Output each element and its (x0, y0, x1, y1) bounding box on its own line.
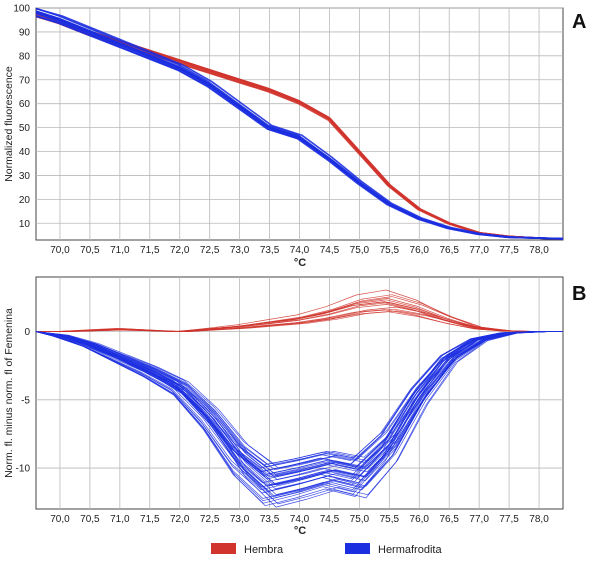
panel-b-x-tick-label: 75,0 (350, 514, 370, 525)
panel-b-x-tick-label: 74,0 (290, 514, 310, 525)
panel-b-hembra-curve (36, 302, 563, 332)
panel-a-y-tick-label: 100 (13, 4, 30, 15)
panel-a-y-tick-label: 80 (19, 51, 31, 62)
legend-label-hermafrodita: Hermafrodita (378, 544, 442, 556)
panel-b-x-tick-label: 74,5 (320, 514, 340, 525)
panel-b-x-tick-label: 73,5 (260, 514, 280, 525)
panel-b-y-tick-label: -10 (16, 464, 31, 475)
panel-b-x-tick-label: 76,5 (439, 514, 459, 525)
panel-a-x-tick-label: 75,5 (380, 245, 400, 256)
panel-a-x-tick-label: 73,0 (230, 245, 250, 256)
panel-b-x-tick-label: 71,5 (140, 514, 160, 525)
panel-a-x-ticks: 70,0 70,5 71,0 71,5 72,0 72,5 73,0 73,5 74,0 74,5… (50, 245, 549, 256)
panel-a-y-tick-label: 10 (19, 219, 31, 230)
panel-a-x-tick-label: 77,0 (469, 245, 489, 256)
panel-a-x-tick-label: 74,5 (320, 245, 340, 256)
panel-b-x-tick-label: 75,5 (380, 514, 400, 525)
panel-a-x-label: °C (294, 257, 306, 269)
panel-a-y-tick-label: 40 (19, 147, 31, 158)
panel-b-hermafrodita-curve (35, 331, 563, 472)
panel-a-x-tick-label: 76,0 (410, 245, 430, 256)
panel-b-hembra-curve (36, 289, 563, 332)
panel-a-hermafrodita-curve (35, 12, 564, 240)
panel-b-hermafrodita-curve (35, 331, 563, 502)
panel-b-x-tick-label: 76,0 (410, 514, 430, 525)
panel-a-x-tick-label: 72,0 (170, 245, 190, 256)
panel-b-y-ticks: 0 -5 -10 (16, 327, 31, 474)
panel-a-x-tick-label: 71,5 (140, 245, 160, 256)
panel-a-y-label: Normalized fluorescence (3, 66, 15, 182)
legend-swatch-hermafrodita (345, 543, 370, 554)
panel-b-y-label: Norm. fl. minus norm. fl of Femenina (3, 308, 15, 478)
panel-b-hermafrodita-curve (35, 331, 563, 486)
panel-a-y-tick-label: 70 (19, 75, 31, 86)
panel-b-hermafrodita-curve (35, 331, 563, 465)
panel-b-grid (36, 277, 563, 509)
panel-b-y-tick-label: -5 (21, 395, 30, 406)
panel-b-x-tick-label: 70,5 (80, 514, 100, 525)
panel-b: 70,0 70,5 71,0 71,5 72,0 72,5 73,0 73,5 74,0 74,5… (3, 276, 586, 537)
panel-b-letter: B (572, 283, 586, 305)
panel-b-x-tick-label: 73,0 (230, 514, 250, 525)
panel-a-x-tick-label: 70,0 (50, 245, 70, 256)
panel-a-x-tick-label: 73,5 (260, 245, 280, 256)
legend-swatch-hembra (211, 543, 236, 554)
panel-a-y-tick-label: 60 (19, 99, 31, 110)
legend: Hembra Hermafrodita (211, 543, 442, 556)
panel-a-y-tick-label: 30 (19, 171, 31, 182)
panel-b-y-tick-label: 0 (24, 327, 30, 338)
panel-a-y-tick-label: 50 (19, 123, 31, 134)
panel-a-x-tick-label: 71,0 (110, 245, 130, 256)
panel-a-x-tick-label: 76,5 (439, 245, 459, 256)
panel-b-x-tick-label: 78,0 (529, 514, 549, 525)
panel-a-y-tick-label: 90 (19, 27, 31, 38)
panel-b-x-tick-label: 72,0 (170, 514, 190, 525)
panel-a-x-tick-label: 72,5 (200, 245, 220, 256)
panel-b-x-label: °C (294, 525, 306, 537)
panel-b-lines (35, 289, 563, 508)
panel-a-letter: A (572, 11, 586, 33)
panel-a-x-tick-label: 78,0 (529, 245, 549, 256)
panel-a: 70,0 70,5 71,0 71,5 72,0 72,5 73,0 73,5 74,0 74,5… (3, 4, 586, 270)
panel-b-hembra-curve (36, 311, 563, 332)
panel-a-x-tick-label: 74,0 (290, 245, 310, 256)
panel-b-x-ticks: 70,0 70,5 71,0 71,5 72,0 72,5 73,0 73,5 74,0 74,5… (50, 514, 549, 525)
panel-a-x-tick-label: 77,5 (499, 245, 519, 256)
panel-b-x-tick-label: 71,0 (110, 514, 130, 525)
panel-b-x-tick-label: 70,0 (50, 514, 70, 525)
panel-a-grid (36, 7, 563, 240)
panel-b-x-tick-label: 72,5 (200, 514, 220, 525)
panel-a-x-tick-label: 75,0 (350, 245, 370, 256)
panel-a-y-ticks: 10 20 30 40 50 60 70 80 90 100 (13, 4, 30, 230)
panel-a-lines (35, 7, 564, 240)
panel-b-x-tick-label: 77,0 (469, 514, 489, 525)
panel-b-hermafrodita-curve (35, 331, 563, 480)
legend-label-hembra: Hembra (244, 544, 284, 556)
panel-a-y-tick-label: 20 (19, 195, 31, 206)
panel-b-hermafrodita-curve (35, 331, 563, 471)
panel-b-x-tick-label: 77,5 (499, 514, 519, 525)
panel-a-x-tick-label: 70,5 (80, 245, 100, 256)
